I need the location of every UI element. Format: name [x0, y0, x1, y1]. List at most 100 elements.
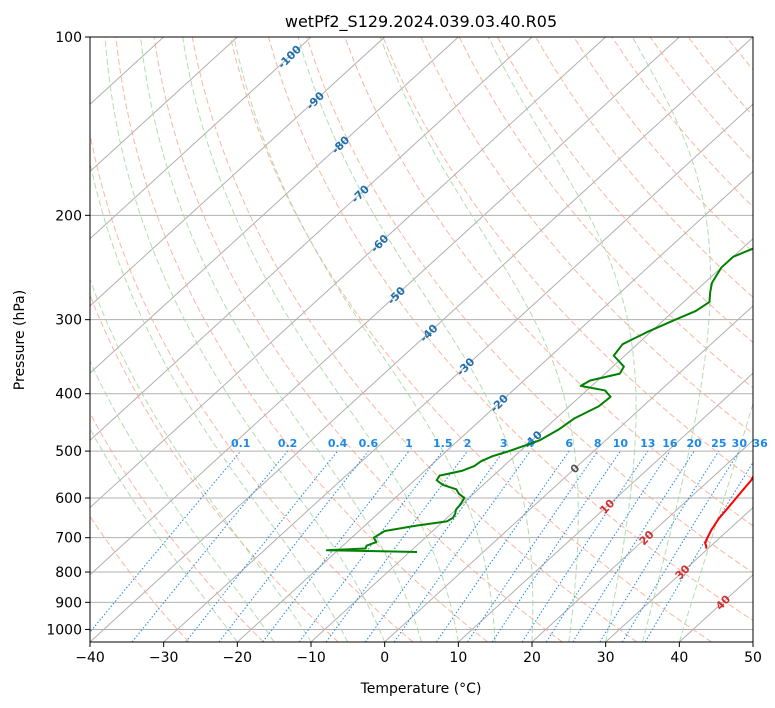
mixing-ratio-line — [298, 450, 444, 642]
mixing-ratio-line — [262, 450, 410, 642]
moist-adiabat-line — [297, 37, 534, 642]
isotherm-line — [236, 170, 753, 642]
moist-adiabat-line — [487, 37, 637, 642]
mixing-ratio-label: 10 — [613, 437, 629, 450]
isotherm-line — [457, 372, 753, 642]
mixing-ratio-line — [393, 450, 531, 642]
x-tick-label: −20 — [223, 650, 253, 666]
temperature-profile-line — [704, 474, 753, 549]
isotherm-line — [90, 37, 680, 576]
mixing-ratio-label: 3 — [500, 437, 508, 450]
y-tick-label: 300 — [55, 313, 82, 329]
mixing-ratio-label: 1 — [405, 437, 413, 450]
y-tick-label: 700 — [55, 531, 82, 547]
x-axis-label: Temperature (°C) — [360, 681, 482, 697]
mixing-ratio-label: 20 — [686, 437, 702, 450]
x-tick-label: −10 — [296, 650, 326, 666]
mixing-ratio-line — [521, 450, 649, 642]
dry-adiabat-line — [268, 37, 753, 622]
moist-adiabat-line — [678, 401, 753, 642]
isotherm-line — [90, 37, 386, 307]
isotherm-line — [90, 37, 753, 642]
moist-adiabat-line — [104, 37, 386, 642]
dry-adiabat-line — [90, 131, 414, 642]
sounding-profiles — [325, 247, 753, 553]
x-tick-label: 20 — [523, 650, 541, 666]
y-tick-label: 1000 — [46, 622, 82, 638]
dry-adiabat-line — [344, 37, 753, 527]
mixing-ratio-label: 16 — [662, 437, 678, 450]
mixing-ratio-line — [218, 450, 369, 642]
dry-adiabat-line — [115, 37, 488, 642]
mixing-ratio-label: 1.5 — [433, 437, 453, 450]
mixing-ratio-label: 0.2 — [278, 437, 298, 450]
moist-adiabat-line — [90, 277, 312, 642]
y-tick-label: 200 — [55, 208, 82, 224]
dry-adiabat-line — [90, 515, 190, 642]
moist-adiabat-line — [90, 427, 238, 642]
mixing-ratio-label: 25 — [711, 437, 726, 450]
y-axis-label: Pressure (hPa) — [12, 290, 28, 390]
x-tick-label: 10 — [449, 650, 467, 666]
moist-adiabat-line — [90, 360, 275, 642]
x-tick-label: −30 — [149, 650, 179, 666]
mixing-ratio-label: 0.1 — [231, 437, 251, 450]
dry-adiabat-line — [229, 37, 712, 642]
background-lines — [90, 37, 753, 642]
x-tick-label: 30 — [597, 650, 615, 666]
x-tick-label: 0 — [380, 650, 389, 666]
x-axis-ticks: −40 −30 −20 −10 0 10 20 30 40 50 — [75, 642, 762, 666]
y-tick-label: 500 — [55, 444, 82, 460]
isotherm-line — [163, 103, 753, 642]
mixing-ratio-line — [436, 450, 570, 642]
mixing-ratio-label: 30 — [732, 437, 748, 450]
mixing-ratio-line — [131, 450, 288, 642]
mixing-ratio-line — [491, 450, 621, 642]
isotherm-line — [605, 506, 753, 642]
mixing-ratio-labels: 0.1 0.2 0.4 0.6 1 1.5 2 3 4 6 8 10 13 16 20 25 30 36 — [231, 437, 768, 450]
dewpoint-profile-line — [325, 247, 753, 553]
y-tick-label: 800 — [55, 565, 82, 581]
y-tick-label: 900 — [55, 595, 82, 611]
mixing-ratio-label: 6 — [565, 437, 573, 450]
y-tick-label: 400 — [55, 387, 82, 403]
moist-adiabat-line — [182, 37, 459, 642]
y-axis-ticks: 100 200 300 400 500 600 700 800 900 1000 — [46, 30, 90, 638]
dry-adiabat-line — [153, 37, 563, 642]
mixing-ratio-label: 13 — [640, 437, 655, 450]
isotherm-line — [531, 439, 753, 642]
mixing-ratio-line — [364, 450, 505, 642]
isotherm-line — [90, 37, 533, 442]
x-tick-label: −40 — [75, 650, 105, 666]
mixing-ratio-label: 8 — [594, 437, 602, 450]
moist-adiabat-line — [233, 37, 496, 642]
dry-adiabat-line — [382, 37, 753, 481]
y-tick-label: 100 — [55, 30, 82, 46]
mixing-ratio-label: 2 — [464, 437, 472, 450]
mixing-ratio-line — [572, 450, 695, 642]
plot-frame — [89, 36, 754, 643]
dry-adiabat-line — [90, 412, 264, 642]
isotherm-line — [90, 37, 238, 173]
isotherm-line — [384, 305, 753, 642]
mixing-ratio-line — [467, 450, 599, 642]
x-tick-label: 40 — [670, 650, 688, 666]
mixing-ratio-label: 36 — [752, 437, 768, 450]
moist-adiabat-line — [140, 37, 422, 642]
isotherm-line — [90, 37, 459, 374]
mixing-ratio-line — [599, 450, 720, 642]
mixing-ratio-line — [644, 461, 753, 642]
y-tick-label: 600 — [55, 491, 82, 507]
dry-adiabat-line — [90, 293, 339, 642]
isotherm-line — [90, 37, 607, 509]
mixing-ratio-label: 0.6 — [359, 437, 379, 450]
dry-adiabat-line — [535, 37, 753, 298]
mixing-ratio-line — [545, 450, 671, 642]
mixing-ratio-line — [621, 450, 740, 642]
moist-adiabat-line — [379, 37, 579, 642]
x-tick-label: 50 — [744, 650, 762, 666]
dry-adiabat-line — [306, 37, 753, 574]
isotherm-line — [310, 237, 753, 642]
mixing-ratio-line — [325, 450, 468, 642]
